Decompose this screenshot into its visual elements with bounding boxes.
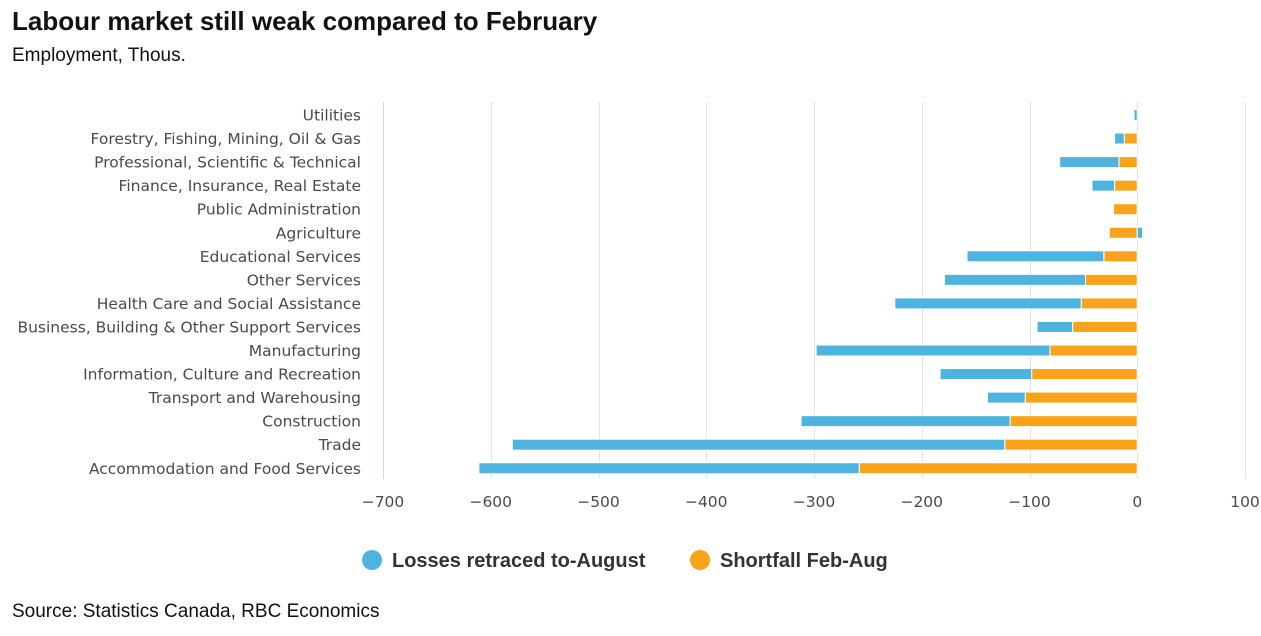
- legend-item[interactable]: Losses retraced to-August: [362, 550, 646, 572]
- legend-marker: [362, 550, 382, 570]
- x-tick-label: −100: [1008, 493, 1051, 511]
- bar-segment[interactable]: [1103, 250, 1138, 263]
- bar-segment[interactable]: [1123, 132, 1138, 145]
- bar-segment[interactable]: [1133, 109, 1138, 121]
- bar-segment[interactable]: [1036, 320, 1074, 333]
- category-label: Construction: [262, 413, 361, 431]
- x-tick-label: −600: [469, 493, 512, 511]
- x-tick-label: −500: [577, 493, 620, 511]
- category-label: Educational Services: [200, 248, 361, 266]
- bars: [478, 109, 1144, 475]
- category-label: Other Services: [247, 271, 361, 289]
- x-tick-label: −200: [900, 493, 943, 511]
- legend-label: Shortfall Feb-Aug: [720, 550, 888, 572]
- category-label: Professional, Scientific & Technical: [94, 154, 361, 172]
- bar-segment[interactable]: [1049, 344, 1138, 357]
- legend[interactable]: Losses retraced to-August Shortfall Feb-A…: [362, 550, 888, 572]
- category-label: Finance, Insurance, Real Estate: [119, 177, 361, 195]
- category-label: Forestry, Fishing, Mining, Oil & Gas: [91, 130, 361, 148]
- bar-segment[interactable]: [894, 297, 1082, 310]
- bar-segment[interactable]: [986, 391, 1026, 404]
- x-tick-label: −300: [793, 493, 836, 511]
- bar-segment[interactable]: [1136, 226, 1144, 239]
- category-labels: Utilities Forestry, Fishing, Mining, Oil …: [17, 107, 361, 478]
- bar-segment[interactable]: [858, 462, 1138, 475]
- bar-segment[interactable]: [1118, 156, 1138, 169]
- source-note: Source: Statistics Canada, RBC Economics: [12, 601, 380, 622]
- category-label: Utilities: [303, 107, 361, 125]
- bar-segment[interactable]: [943, 273, 1087, 286]
- category-label: Transport and Warehousing: [148, 389, 361, 407]
- bar-segment[interactable]: [1108, 226, 1138, 239]
- x-tick-label: −400: [685, 493, 728, 511]
- category-label: Manufacturing: [249, 342, 361, 360]
- legend-label: Losses retraced to-August: [392, 550, 646, 572]
- bar-segment[interactable]: [1114, 179, 1138, 192]
- bar-segment[interactable]: [1009, 415, 1138, 428]
- bar-segment[interactable]: [800, 415, 1011, 428]
- bar-segment[interactable]: [1113, 203, 1138, 216]
- chart-title: Labour market still weak compared to Feb…: [12, 6, 598, 36]
- bar-segment[interactable]: [1031, 368, 1138, 381]
- category-label: Health Care and Social Assistance: [97, 295, 361, 313]
- category-label: Information, Culture and Recreation: [83, 366, 361, 384]
- bar-segment[interactable]: [1004, 438, 1138, 451]
- legend-marker: [690, 550, 710, 570]
- x-axis-tick-labels: −700 −600 −500 −400 −300 −200 −100 0 100: [362, 493, 1260, 511]
- bar-segment[interactable]: [1080, 297, 1138, 310]
- chart-subtitle: Employment, Thous.: [12, 45, 186, 66]
- bar-segment[interactable]: [1091, 179, 1116, 192]
- bar-segment[interactable]: [478, 462, 860, 475]
- category-label: Business, Building & Other Support Servi…: [17, 318, 361, 336]
- bar-segment[interactable]: [1114, 132, 1125, 145]
- category-label: Public Administration: [197, 201, 361, 219]
- bar-segment[interactable]: [1072, 320, 1138, 333]
- bar-segment[interactable]: [1024, 391, 1138, 404]
- category-label: Trade: [318, 436, 361, 454]
- bar-segment[interactable]: [511, 438, 1006, 451]
- x-tick-label: −700: [362, 493, 405, 511]
- bar-segment[interactable]: [1085, 273, 1138, 286]
- legend-item[interactable]: Shortfall Feb-Aug: [690, 550, 888, 572]
- bar-segment[interactable]: [939, 368, 1033, 381]
- x-tick-label: 0: [1132, 493, 1142, 511]
- category-label: Agriculture: [276, 224, 361, 242]
- bar-segment[interactable]: [966, 250, 1105, 263]
- bar-segment[interactable]: [815, 344, 1051, 357]
- bar-segment[interactable]: [1059, 156, 1120, 169]
- x-tick-label: 100: [1230, 493, 1260, 511]
- category-label: Accommodation and Food Services: [89, 460, 361, 478]
